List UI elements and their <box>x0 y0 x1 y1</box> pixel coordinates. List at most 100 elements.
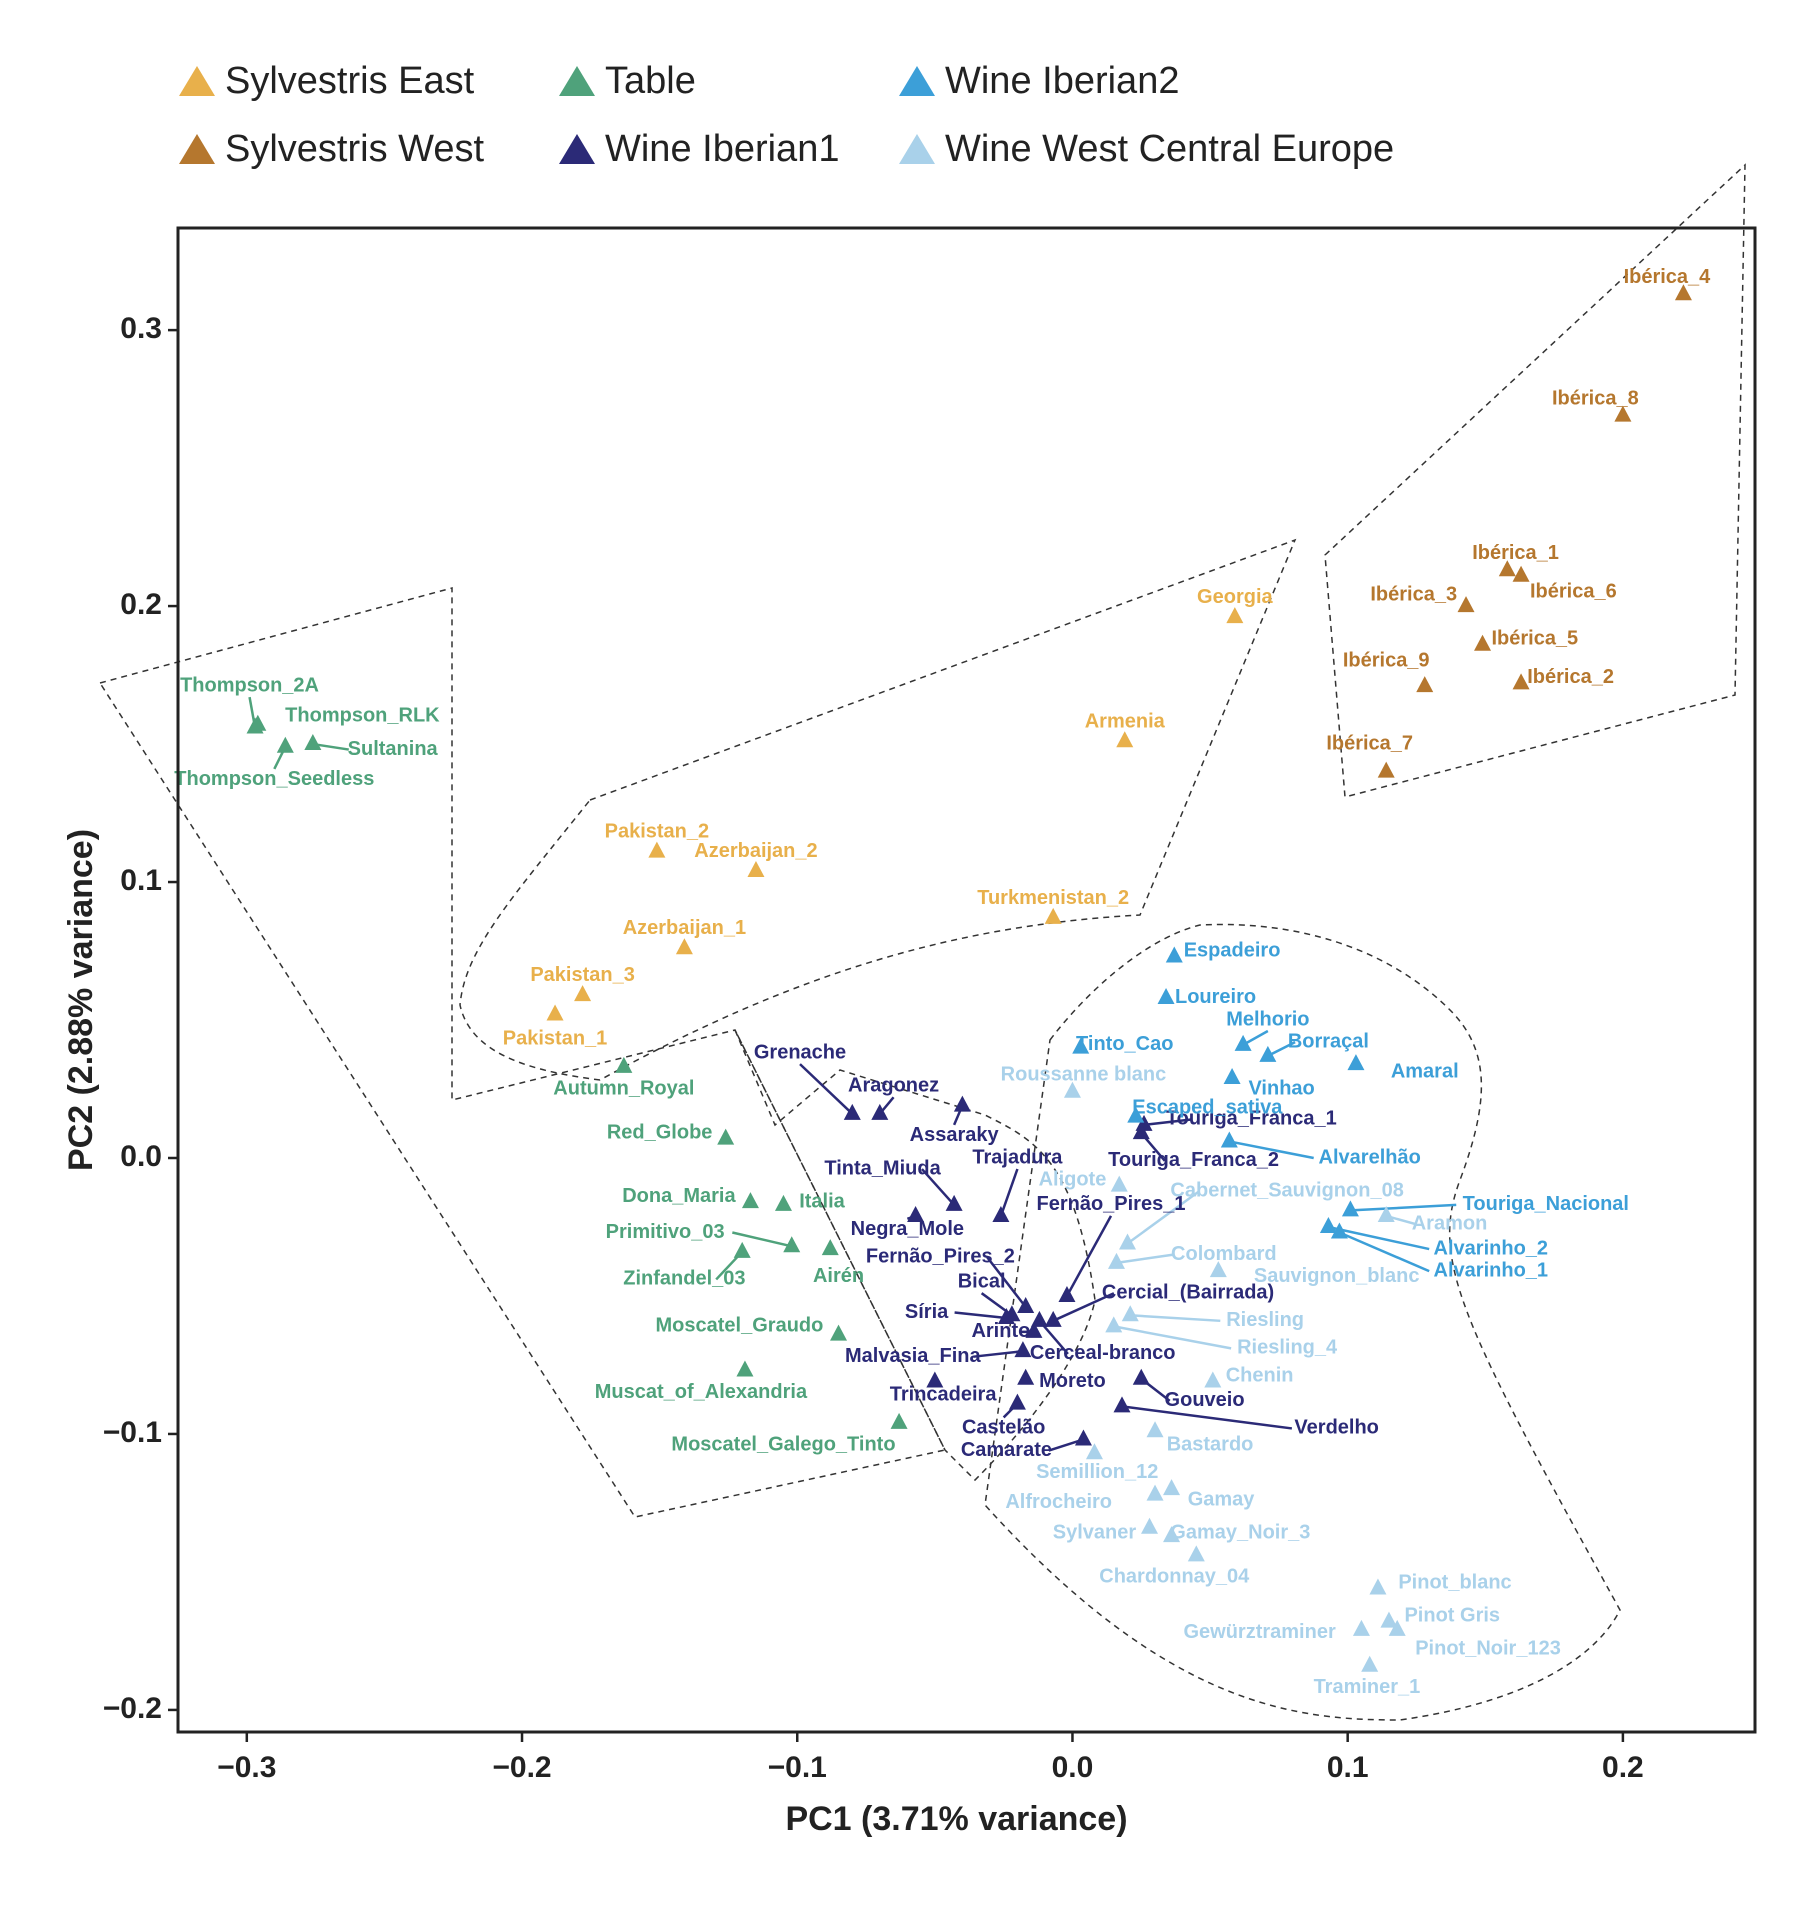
data-point-armenia <box>1116 731 1134 748</box>
data-point-verdelho <box>1113 1396 1131 1413</box>
data-point-loureiro <box>1157 987 1175 1004</box>
legend-label: Wine Iberian2 <box>945 60 1180 102</box>
data-point-pinot-gris <box>1380 1611 1398 1628</box>
data-point-camarate <box>1074 1429 1092 1446</box>
data-label-aligote: Aligote <box>1039 1168 1107 1190</box>
data-point-tinta-miuda <box>945 1194 963 1211</box>
data-point-moreto <box>1017 1368 1035 1385</box>
data-point-autumn-royal <box>615 1056 633 1073</box>
data-point-iberica-6 <box>1512 565 1530 582</box>
leader-line-primitivo-03 <box>732 1231 793 1248</box>
data-label-pinot-noir-123: Pinot_Noir_123 <box>1415 1637 1561 1659</box>
data-point-amaral <box>1347 1054 1365 1071</box>
legend-item-wine-iberian1: Wine Iberian1 <box>555 128 839 171</box>
data-point-iberica-8 <box>1614 405 1632 422</box>
data-label-thompson-rlk: Thompson_RLK <box>285 705 440 727</box>
data-point-arinto <box>1025 1321 1043 1338</box>
leader-line-alvarelhao <box>1229 1140 1314 1160</box>
data-label-roussanne-blanc: Roussanne blanc <box>1001 1063 1167 1085</box>
data-label-camarate: Camarate <box>961 1439 1052 1461</box>
data-label-armenia: Armenia <box>1085 710 1166 732</box>
data-point-touriga-franca-2 <box>1132 1123 1150 1140</box>
data-label-iberica-3: Ibérica_3 <box>1370 583 1457 605</box>
data-point-pakistan-2 <box>648 841 666 858</box>
data-point-sylvaner <box>1141 1517 1159 1534</box>
data-label-iberica-2: Ibérica_2 <box>1527 666 1614 688</box>
data-label-fernao-pires-1: Fernão_Pires_1 <box>1036 1193 1185 1215</box>
data-label-sylvaner: Sylvaner <box>1053 1522 1137 1544</box>
data-label-chenin: Chenin <box>1226 1364 1294 1386</box>
data-label-iberica-9: Ibérica_9 <box>1343 650 1430 672</box>
data-label-bastardo: Bastardo <box>1167 1433 1254 1455</box>
data-point-malvasia-fina <box>1014 1341 1032 1358</box>
data-label-georgia: Georgia <box>1197 586 1273 608</box>
data-point-thompson-rlk <box>249 714 267 731</box>
y-tick-label: 0.3 <box>120 312 162 345</box>
data-point-pinot-blanc <box>1369 1578 1387 1595</box>
data-label-iberica-6: Ibérica_6 <box>1530 581 1617 603</box>
data-label-riesling: Riesling <box>1226 1309 1304 1331</box>
data-point-assaraky <box>953 1095 971 1112</box>
data-point-iberica-9 <box>1416 676 1434 693</box>
legend-label: Wine Iberian1 <box>605 128 840 170</box>
legend-triangle-icon <box>899 133 935 164</box>
data-point-riesling-4 <box>1105 1316 1123 1333</box>
data-point-gamay <box>1163 1479 1181 1496</box>
hull-sylvestris-west <box>1324 163 1746 798</box>
data-point-alvarinho-2 <box>1319 1216 1337 1233</box>
data-label-iberica-8: Ibérica_8 <box>1552 387 1639 409</box>
data-label-iberica-4: Ibérica_4 <box>1624 266 1712 288</box>
data-point-azerbaijan-1 <box>675 938 693 955</box>
data-point-azerbaijan-2 <box>747 860 765 877</box>
data-label-aramon: Aramon <box>1412 1213 1488 1235</box>
data-point-alvarinho-1 <box>1330 1222 1348 1239</box>
data-point-pinot-noir-123 <box>1388 1619 1406 1636</box>
data-label-trincadeira: Trincadeira <box>890 1384 998 1406</box>
data-point-semillion-12 <box>1085 1443 1103 1460</box>
y-axis-title: PC2 (2.88% variance) <box>62 829 100 1171</box>
data-label-bical: Bical <box>958 1270 1006 1292</box>
data-label-azerbaijan-1: Azerbaijan_1 <box>623 917 746 939</box>
data-point-traminer-1 <box>1361 1655 1379 1672</box>
leader-line-trajadura <box>999 1168 1019 1217</box>
leader-line-alvarinho-2 <box>1328 1225 1430 1251</box>
data-point-alfrocheiro <box>1146 1484 1164 1501</box>
legend-triangle-icon <box>179 133 215 164</box>
y-tick-label: −0.1 <box>103 1416 162 1449</box>
data-label-sultanina: Sultanina <box>348 738 439 760</box>
legend-label: Sylvestris West <box>225 128 485 170</box>
data-point-muscat-of-alexandria <box>736 1360 754 1377</box>
data-label-primitivo-03: Primitivo_03 <box>606 1221 725 1243</box>
data-label-grenache: Grenache <box>754 1041 846 1063</box>
data-point-siria <box>997 1308 1015 1325</box>
data-label-italia: Italia <box>799 1190 845 1212</box>
y-tick-label: −0.2 <box>103 1692 162 1725</box>
data-point-pakistan-3 <box>574 985 592 1002</box>
data-point-alvarelhao <box>1220 1131 1238 1148</box>
data-label-vinhao: Vinhao <box>1248 1077 1314 1099</box>
data-label-turkmenistan-2: Turkmenistan_2 <box>977 887 1129 909</box>
legend-triangle-icon <box>899 65 935 96</box>
data-point-fernao-pires-1 <box>1058 1285 1076 1302</box>
data-point-iberica-2 <box>1512 673 1530 690</box>
data-point-chenin <box>1204 1371 1222 1388</box>
data-point-aragonez <box>871 1103 889 1120</box>
data-point-fernao-pires-2 <box>1017 1297 1035 1314</box>
leader-line-touriga-franca-1 <box>1143 1118 1193 1127</box>
data-point-iberica-3 <box>1457 596 1475 613</box>
leader-line-grenache <box>799 1063 854 1115</box>
leader-line-verdelho <box>1121 1405 1293 1430</box>
data-label-amaral: Amaral <box>1391 1061 1459 1083</box>
data-point-zinfandel-03 <box>733 1241 751 1258</box>
data-label-alfrocheiro: Alfrocheiro <box>1005 1491 1112 1513</box>
leader-line-siria <box>954 1311 1007 1320</box>
data-point-trajadura <box>992 1205 1010 1222</box>
legend-item-sylvestris-east: Sylvestris East <box>175 60 474 103</box>
data-point-airen <box>821 1239 839 1256</box>
legend-label: Sylvestris East <box>225 60 475 102</box>
data-point-escaped-sativa <box>1127 1106 1145 1123</box>
leader-line-melhorio <box>1242 1029 1269 1046</box>
data-point-tinto-cao <box>1072 1037 1090 1054</box>
data-point-vinhao <box>1223 1067 1241 1084</box>
